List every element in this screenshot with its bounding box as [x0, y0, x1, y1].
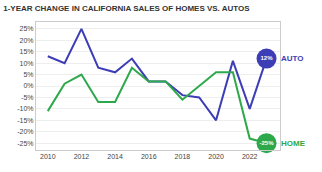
svg-text:15%: 15%: [20, 48, 34, 55]
svg-text:2012: 2012: [74, 153, 90, 160]
svg-text:1-YEAR CHANGE IN CALIFORNIA SA: 1-YEAR CHANGE IN CALIFORNIA SALES OF HOM…: [3, 4, 250, 13]
svg-text:2018: 2018: [175, 153, 191, 160]
svg-text:AUTO: AUTO: [281, 54, 304, 63]
svg-text:5%: 5%: [23, 71, 33, 78]
svg-text:-25%: -25%: [260, 140, 275, 146]
svg-text:0%: 0%: [23, 82, 33, 89]
svg-text:2014: 2014: [107, 153, 123, 160]
svg-text:25%: 25%: [20, 25, 34, 32]
svg-text:12%: 12%: [261, 55, 274, 61]
svg-text:-15%: -15%: [17, 117, 33, 124]
svg-text:2020: 2020: [208, 153, 224, 160]
svg-text:20%: 20%: [20, 37, 34, 44]
svg-text:-20%: -20%: [17, 128, 33, 135]
svg-text:10%: 10%: [20, 60, 34, 67]
svg-text:2022: 2022: [242, 153, 258, 160]
svg-text:-25%: -25%: [17, 140, 33, 147]
svg-text:2010: 2010: [40, 153, 56, 160]
svg-text:-10%: -10%: [17, 105, 33, 112]
svg-text:2016: 2016: [141, 153, 157, 160]
svg-text:-5%: -5%: [21, 94, 33, 101]
svg-text:HOME: HOME: [281, 139, 306, 148]
